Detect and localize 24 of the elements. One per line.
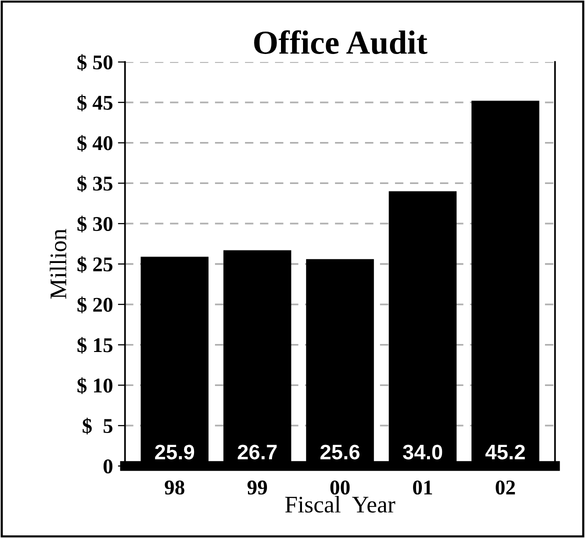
y-tick-label: $ 15 [77, 336, 112, 354]
data-label: 26.7 [238, 444, 277, 460]
y-tick-label: $ 25 [77, 256, 112, 273]
y-tick-label: $ 45 [77, 94, 112, 112]
y-tick-label: $ 10 [77, 377, 112, 394]
x-tick-label: 98 [164, 480, 184, 495]
y-tick-label: $ 30 [77, 216, 112, 232]
chart-title: Office Audit [254, 30, 428, 54]
data-label: 25.9 [155, 444, 194, 460]
y-tick-label: $ 20 [77, 296, 112, 314]
y-tick-label: $ 50 [77, 54, 112, 71]
x-axis-title: Fiscal Year [285, 496, 396, 513]
y-tick-label: 0 [104, 459, 112, 474]
x-tick-label: 01 [413, 480, 432, 495]
data-label: 45.2 [485, 444, 525, 460]
x-tick-label: 00 [330, 480, 350, 495]
y-tick-label: $ 40 [77, 134, 112, 152]
x-tick-label: 02 [496, 480, 515, 495]
y-tick-label: $ 35 [77, 175, 112, 192]
data-label: 25.6 [320, 444, 360, 460]
y-axis-title: Million [50, 228, 66, 299]
x-tick-label: 99 [247, 480, 267, 495]
y-tick-label: $ 5 [82, 418, 112, 434]
data-label: 34.0 [402, 444, 442, 460]
